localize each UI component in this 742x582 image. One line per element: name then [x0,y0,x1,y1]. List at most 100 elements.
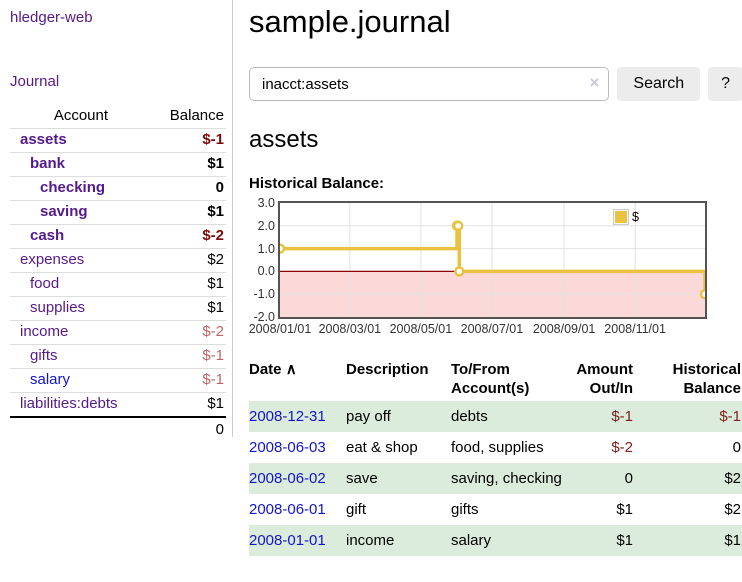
account-row: assets $-1 [10,128,226,153]
transaction-accounts: salary [451,532,492,549]
transaction-date-link[interactable]: 2008-06-03 [249,439,326,456]
account-link[interactable]: income [20,323,69,340]
transaction-description: save [346,470,378,487]
account-row: supplies $1 [10,296,226,321]
transactions-header-accounts: To/From Account(s) [451,361,530,397]
account-balance: $-1 [151,128,226,153]
legend-swatch [615,211,627,223]
sidebar: hledger-web Journal Account Balance asse… [0,0,233,441]
account-heading: assets [249,126,319,153]
accounts-header-balance: Balance [169,107,224,124]
transactions-table: Date ∧ Description To/From Account(s) Am… [249,357,742,556]
account-row: bank $1 [10,152,226,177]
y-axis-tick-label: 0.0 [257,264,275,279]
transactions-header-balance: Historical Balance [672,361,741,397]
transaction-amount: $-2 [611,439,633,456]
transaction-balance: 0 [732,439,741,456]
account-link[interactable]: liabilities:debts [20,395,118,412]
account-row: liabilities:debts $1 [10,392,226,417]
account-balance: $1 [151,152,226,177]
account-balance: $1 [151,296,226,321]
data-point-marker [452,220,464,232]
account-balance: $-1 [151,344,226,369]
legend-swatch-box [613,209,629,225]
transactions-header-amount: Amount Out/In [576,361,633,397]
account-row: salary $-1 [10,368,226,393]
chart-plot-area [278,201,707,319]
accounts-total-balance: 0 [151,416,226,441]
page-title: sample.journal [249,4,451,39]
search-box: × [249,67,610,101]
account-balance: $-1 [151,368,226,393]
account-balance: $1 [151,392,226,417]
transaction-amount: $1 [616,501,633,518]
x-axis-tick-label: 2008/01/01 [248,322,312,336]
account-link[interactable]: saving [40,203,88,220]
accounts-header-account: Account [53,107,109,124]
x-axis-tick-label: 2008/11/01 [604,322,666,336]
search-button[interactable]: Search [617,67,701,101]
data-point-marker [454,266,465,277]
account-link[interactable]: supplies [30,299,86,316]
account-link[interactable]: cash [30,227,65,244]
search-form: × Search ? [249,67,742,101]
transaction-row: 2008-06-01 gift gifts $1 $2 [249,494,742,525]
account-row: expenses $2 [10,248,226,273]
transaction-row: 2008-12-31 pay off debts $-1 $-1 [249,401,742,432]
transaction-date-link[interactable]: 2008-06-02 [249,470,326,487]
transaction-date-link[interactable]: 2008-06-01 [249,501,326,518]
transaction-balance: $2 [724,501,741,518]
transaction-description: gift [346,501,367,518]
y-axis-tick-label: -2.0 [253,310,275,324]
transaction-accounts: saving, checking [451,470,562,487]
y-axis-tick-label: -1.0 [253,287,275,302]
account-balance: $2 [151,248,226,273]
account-balance: 0 [151,176,226,201]
account-link[interactable]: checking [40,179,106,196]
transaction-accounts: gifts [451,501,479,518]
transaction-description: income [346,532,395,549]
account-link[interactable]: salary [30,371,71,388]
search-input[interactable] [249,67,610,101]
transaction-date-link[interactable]: 2008-12-31 [249,408,326,425]
account-link[interactable]: assets [20,131,67,148]
account-row: saving $1 [10,200,226,225]
account-balance: $-2 [151,224,226,249]
account-link[interactable]: gifts [30,347,58,364]
transaction-accounts: food, supplies [451,439,544,456]
transaction-row: 2008-01-01 income salary $1 $1 [249,525,742,556]
transaction-row: 2008-06-02 save saving, checking 0 $2 [249,463,742,494]
transaction-amount: $1 [616,532,633,549]
data-point-marker [280,243,286,254]
sort-ascending-icon: ∧ [285,361,297,378]
balance-step-line [280,203,705,317]
transactions-header-description: Description [346,361,429,378]
account-link[interactable]: expenses [20,251,85,268]
app-title-link[interactable]: hledger-web [10,9,93,26]
x-axis-tick-label: 2008/09/01 [532,322,596,336]
sidebar-item-journal[interactable]: Journal [10,73,60,90]
transaction-description: eat & shop [346,439,418,456]
clear-search-icon[interactable]: × [589,73,600,92]
help-button[interactable]: ? [708,67,742,101]
y-axis-tick-label: 3.0 [257,196,275,210]
transaction-amount: $-1 [611,408,633,425]
transactions-header-date[interactable]: Date ∧ [249,361,297,378]
x-axis-tick-label: 2008/05/01 [389,322,453,336]
account-balance: $-2 [151,320,226,345]
hledger-web-app: hledger-web Journal Account Balance asse… [0,0,742,556]
transaction-balance: $2 [724,470,741,487]
account-link[interactable]: food [30,275,60,292]
accounts-table-header-row: Account Balance [10,104,226,129]
account-row: gifts $-1 [10,344,226,369]
transaction-date-link[interactable]: 2008-01-01 [249,532,326,549]
transaction-row: 2008-06-03 eat & shop food, supplies $-2 0 [249,432,742,463]
legend-label: $ [632,210,639,224]
transaction-balance: $1 [724,532,741,549]
account-row: food $1 [10,272,226,297]
x-axis-tick-label: 2008/07/01 [460,322,524,336]
account-link[interactable]: bank [30,155,66,172]
account-row: income $-2 [10,320,226,345]
accounts-total-row: 0 [10,416,226,441]
transaction-balance: $-1 [719,408,741,425]
